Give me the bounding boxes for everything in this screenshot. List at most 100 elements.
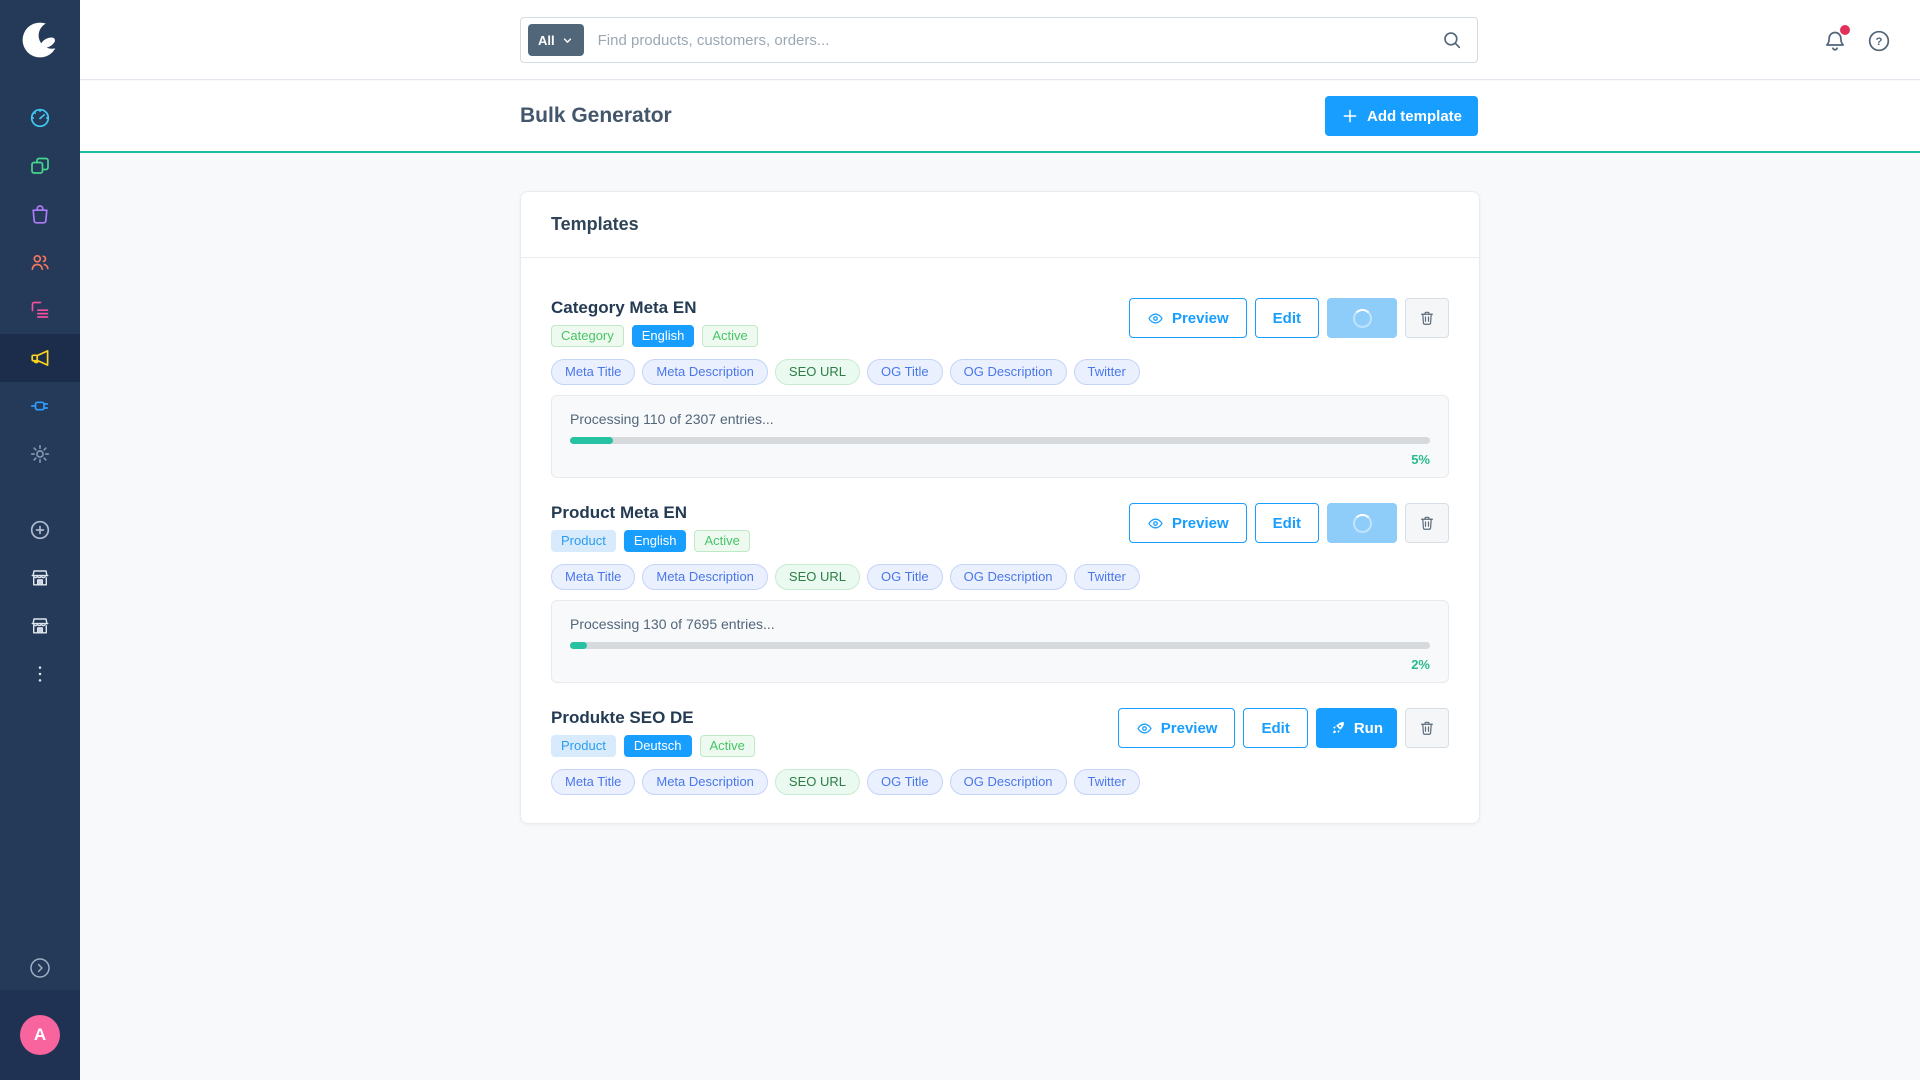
field-pill: Twitter bbox=[1073, 359, 1140, 385]
plus-icon bbox=[1341, 107, 1359, 125]
preview-label: Preview bbox=[1171, 309, 1229, 327]
notifications-icon[interactable] bbox=[1822, 25, 1850, 54]
template-row: Category Meta EN Category English Active M… bbox=[551, 298, 1449, 478]
sidebar-secondary-nav bbox=[0, 506, 80, 698]
rocket-icon bbox=[1330, 720, 1346, 736]
template-row: Produkte SEO DE Product Deutsch Active Met… bbox=[551, 708, 1449, 795]
field-pill: Twitter bbox=[1073, 564, 1140, 590]
preview-button[interactable]: Preview bbox=[1128, 298, 1247, 338]
field-pill-row: Meta Title Meta Description SEO URL OG Titl… bbox=[551, 564, 1449, 590]
progress-bar bbox=[570, 642, 1430, 649]
sidebar-item-marketing[interactable] bbox=[0, 334, 80, 382]
field-pill: Meta Description bbox=[642, 769, 768, 795]
avatar-initial: A bbox=[33, 1025, 47, 1044]
sidebar-item-storefront-2[interactable] bbox=[0, 602, 80, 650]
search-filter-label: All bbox=[538, 32, 555, 48]
preview-button[interactable]: Preview bbox=[1117, 708, 1236, 748]
search-icon[interactable] bbox=[1441, 29, 1463, 51]
run-button-loading[interactable] bbox=[1327, 503, 1397, 543]
sidebar-item-catalogues[interactable] bbox=[0, 142, 80, 190]
sidebar-item-extensions[interactable] bbox=[0, 382, 80, 430]
field-pill: Meta Title bbox=[551, 769, 636, 795]
badge-active: Active bbox=[699, 735, 755, 757]
search-input[interactable] bbox=[583, 31, 1441, 49]
field-pill: Meta Description bbox=[642, 564, 768, 590]
add-template-button[interactable]: Add template bbox=[1324, 96, 1478, 136]
shopware-logo-icon bbox=[22, 22, 62, 58]
template-title: Category Meta EN bbox=[551, 298, 697, 317]
trash-icon bbox=[1418, 309, 1436, 327]
topbar: All ? bbox=[80, 0, 1920, 80]
templates-list: Category Meta EN Category English Active M… bbox=[521, 258, 1479, 823]
progress-text: Processing 130 of 7695 entries... bbox=[570, 616, 775, 632]
sidebar-nav bbox=[0, 80, 80, 478]
expand-sidebar-button[interactable] bbox=[0, 956, 80, 980]
sidebar-item-storefront[interactable] bbox=[0, 554, 80, 602]
sidebar-item-dashboard[interactable] bbox=[0, 94, 80, 142]
user-menu[interactable]: A bbox=[0, 990, 80, 1080]
settings-icon bbox=[28, 442, 52, 466]
preview-label: Preview bbox=[1160, 719, 1218, 737]
chevron-right-circle-icon bbox=[28, 956, 52, 980]
delete-button[interactable] bbox=[1405, 298, 1449, 338]
sidebar-item-settings[interactable] bbox=[0, 430, 80, 478]
storefront-icon bbox=[28, 566, 52, 590]
badge-active: Active bbox=[694, 530, 750, 552]
more-options-icon bbox=[28, 662, 52, 686]
eye-icon bbox=[1136, 720, 1153, 737]
sidebar-item-add-shortcut[interactable] bbox=[0, 506, 80, 554]
badge-row: Product Deutsch Active bbox=[551, 735, 1449, 757]
run-button-loading[interactable] bbox=[1327, 298, 1397, 338]
marketing-icon bbox=[28, 346, 52, 370]
sidebar-item-orders[interactable] bbox=[0, 190, 80, 238]
field-pill: OG Description bbox=[949, 359, 1067, 385]
field-pill: Twitter bbox=[1073, 769, 1140, 795]
sidebar-item-content[interactable] bbox=[0, 286, 80, 334]
delete-button[interactable] bbox=[1405, 503, 1449, 543]
badge-deutsch: Deutsch bbox=[623, 735, 692, 757]
shopware-logo[interactable] bbox=[0, 0, 80, 80]
sidebar-item-customers[interactable] bbox=[0, 238, 80, 286]
global-search: All bbox=[520, 17, 1478, 63]
orders-icon bbox=[28, 202, 52, 226]
progress-text: Processing 110 of 2307 entries... bbox=[570, 411, 774, 427]
template-title: Produkte SEO DE bbox=[551, 708, 694, 727]
trash-icon bbox=[1418, 514, 1436, 532]
add-shortcut-icon bbox=[28, 518, 52, 542]
field-pill: OG Title bbox=[866, 359, 943, 385]
extensions-icon bbox=[28, 394, 52, 418]
catalogues-icon bbox=[28, 154, 52, 178]
badge-english: English bbox=[631, 325, 695, 347]
template-row: Product Meta EN Product English Active Met… bbox=[551, 503, 1449, 683]
badge-product: Product bbox=[551, 530, 616, 552]
trash-icon bbox=[1418, 719, 1436, 737]
edit-button[interactable]: Edit bbox=[1254, 503, 1319, 543]
preview-button[interactable]: Preview bbox=[1128, 503, 1247, 543]
eye-icon bbox=[1147, 515, 1164, 532]
storefront-icon bbox=[28, 614, 52, 638]
progress-percent: 2% bbox=[1411, 657, 1430, 672]
customers-icon bbox=[28, 250, 52, 274]
page-header: Bulk Generator Add template bbox=[80, 81, 1920, 153]
add-template-label: Add template bbox=[1366, 107, 1462, 125]
templates-panel-header: Templates bbox=[521, 192, 1479, 258]
badge-product: Product bbox=[551, 735, 616, 757]
field-pill: OG Title bbox=[866, 564, 943, 590]
run-button[interactable]: Run bbox=[1315, 708, 1397, 748]
field-pill: OG Title bbox=[866, 769, 943, 795]
field-pill: SEO URL bbox=[774, 359, 860, 385]
template-actions: Preview Edit bbox=[1128, 298, 1449, 338]
search-filter-button[interactable]: All bbox=[528, 24, 584, 56]
help-icon[interactable]: ? bbox=[1866, 28, 1892, 54]
delete-button[interactable] bbox=[1405, 708, 1449, 748]
avatar[interactable]: A bbox=[20, 1015, 60, 1055]
field-pill: OG Description bbox=[949, 564, 1067, 590]
svg-text:?: ? bbox=[1876, 36, 1883, 48]
badge-row: Category English Active bbox=[551, 325, 1449, 347]
main-content: Templates Category Meta EN Category Engli… bbox=[80, 155, 1920, 1080]
sidebar-item-more-options[interactable] bbox=[0, 650, 80, 698]
progress-box: Processing 110 of 2307 entries... 5% bbox=[551, 395, 1449, 478]
badge-english: English bbox=[623, 530, 687, 552]
edit-button[interactable]: Edit bbox=[1243, 708, 1308, 748]
edit-button[interactable]: Edit bbox=[1254, 298, 1319, 338]
